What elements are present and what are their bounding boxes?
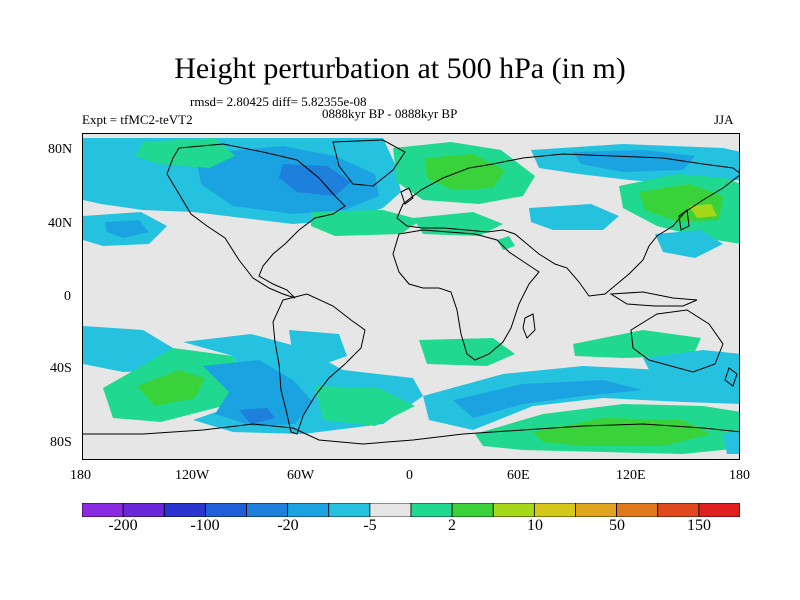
coast-north-america — [166, 143, 346, 299]
lon-label-60e: 60E — [507, 468, 530, 483]
season-label: JJA — [714, 112, 734, 127]
coast-british-isles — [400, 187, 414, 205]
coast-new-zealand — [724, 367, 738, 387]
coast-australia — [630, 309, 724, 373]
contour-antarctic-core — [533, 418, 711, 446]
colorbar-box-11 — [533, 503, 576, 517]
coast-eurasia — [396, 153, 739, 297]
contour-indian-positive — [573, 330, 701, 358]
colorbar-box-0 — [82, 503, 124, 517]
colorbar-box-2 — [163, 503, 206, 517]
coast-antarctica — [83, 423, 739, 445]
lon-label-60w: 60W — [287, 468, 315, 483]
contour-antarctic-west-negative — [723, 430, 739, 454]
coast-japan — [678, 209, 690, 231]
contour-asia-40n-negative — [529, 204, 619, 230]
colorbar-box-7 — [369, 503, 412, 517]
contour-south-am-peak — [239, 408, 275, 424]
colorbar-label-minus-20: -20 — [277, 517, 299, 534]
colorbar-box-5 — [287, 503, 330, 517]
colorbar-box-14 — [657, 503, 700, 517]
colorbar-box-13 — [616, 503, 659, 517]
coast-indonesia — [609, 291, 698, 307]
colorbar-label-150: 150 — [687, 517, 711, 534]
lat-label-80n: 80N — [48, 142, 73, 157]
lat-label-0: 0 — [64, 289, 71, 304]
colorbar-box-4 — [246, 503, 289, 517]
contour-arabia-positive — [497, 236, 515, 250]
coast-greenland — [332, 139, 406, 187]
colorbar-label-minus-200: -200 — [108, 517, 138, 534]
lon-label-180e: 180 — [729, 468, 750, 483]
colorbar-box-1 — [122, 503, 165, 517]
lat-label-40n: 40N — [48, 216, 73, 231]
coastlines — [83, 139, 739, 445]
colorbar-box-3 — [204, 503, 247, 517]
colorbar-box-9 — [451, 503, 494, 517]
period-label: 0888kyr BP - 0888kyr BP — [322, 106, 458, 121]
colorbar-box-8 — [410, 503, 453, 517]
colorbar-label-10: 10 — [527, 517, 543, 534]
contour-map — [83, 134, 739, 459]
contour-atlantic-40n-positive — [311, 210, 421, 236]
colorbar-label-minus-5: -5 — [363, 517, 377, 534]
lon-label-0: 0 — [406, 468, 413, 483]
contour-pacific-40n-core — [105, 220, 149, 238]
lon-label-180w: 180 — [70, 468, 91, 483]
lon-label-120w: 120W — [175, 468, 210, 483]
colorbar-box-10 — [492, 503, 535, 517]
map-panel — [82, 133, 740, 460]
lon-label-120e: 120E — [616, 468, 646, 483]
contour-southern-ocean-positive — [315, 386, 415, 426]
contour-npacific-peak — [689, 204, 717, 218]
contour-med-positive — [413, 212, 503, 236]
contour-arctic-west-core — [279, 164, 351, 196]
lat-label-80s: 80S — [50, 435, 72, 450]
colorbar-box-12 — [575, 503, 618, 517]
colorbar-label-2: 2 — [448, 517, 456, 534]
contour-south-pacific-core — [137, 370, 205, 406]
contour-spacific-west — [87, 330, 131, 356]
colorbar-box-6 — [328, 503, 371, 517]
contour-europe-core — [425, 154, 505, 190]
contour-safrica-positive — [419, 338, 515, 366]
map-title: Height perturbation at 500 hPa (in m) — [174, 52, 626, 85]
coast-africa — [392, 229, 540, 361]
colorbar-label-minus-100: -100 — [190, 517, 220, 534]
colorbar — [82, 503, 740, 517]
contour-south-indian-core — [453, 380, 643, 418]
coast-south-america — [272, 293, 366, 435]
contour-japan-negative — [655, 230, 723, 258]
lat-label-40s: 40S — [50, 361, 72, 376]
coast-madagascar — [522, 313, 536, 339]
colorbar-label-50: 50 — [609, 517, 625, 534]
colorbar-box-15 — [698, 503, 740, 517]
contour-south-indian-negative — [423, 366, 739, 430]
stats-line: rmsd= 2.80425 diff= 5.82355e-08 — [190, 94, 367, 109]
experiment-label: Expt = tfMC2-teVT2 — [82, 112, 193, 127]
